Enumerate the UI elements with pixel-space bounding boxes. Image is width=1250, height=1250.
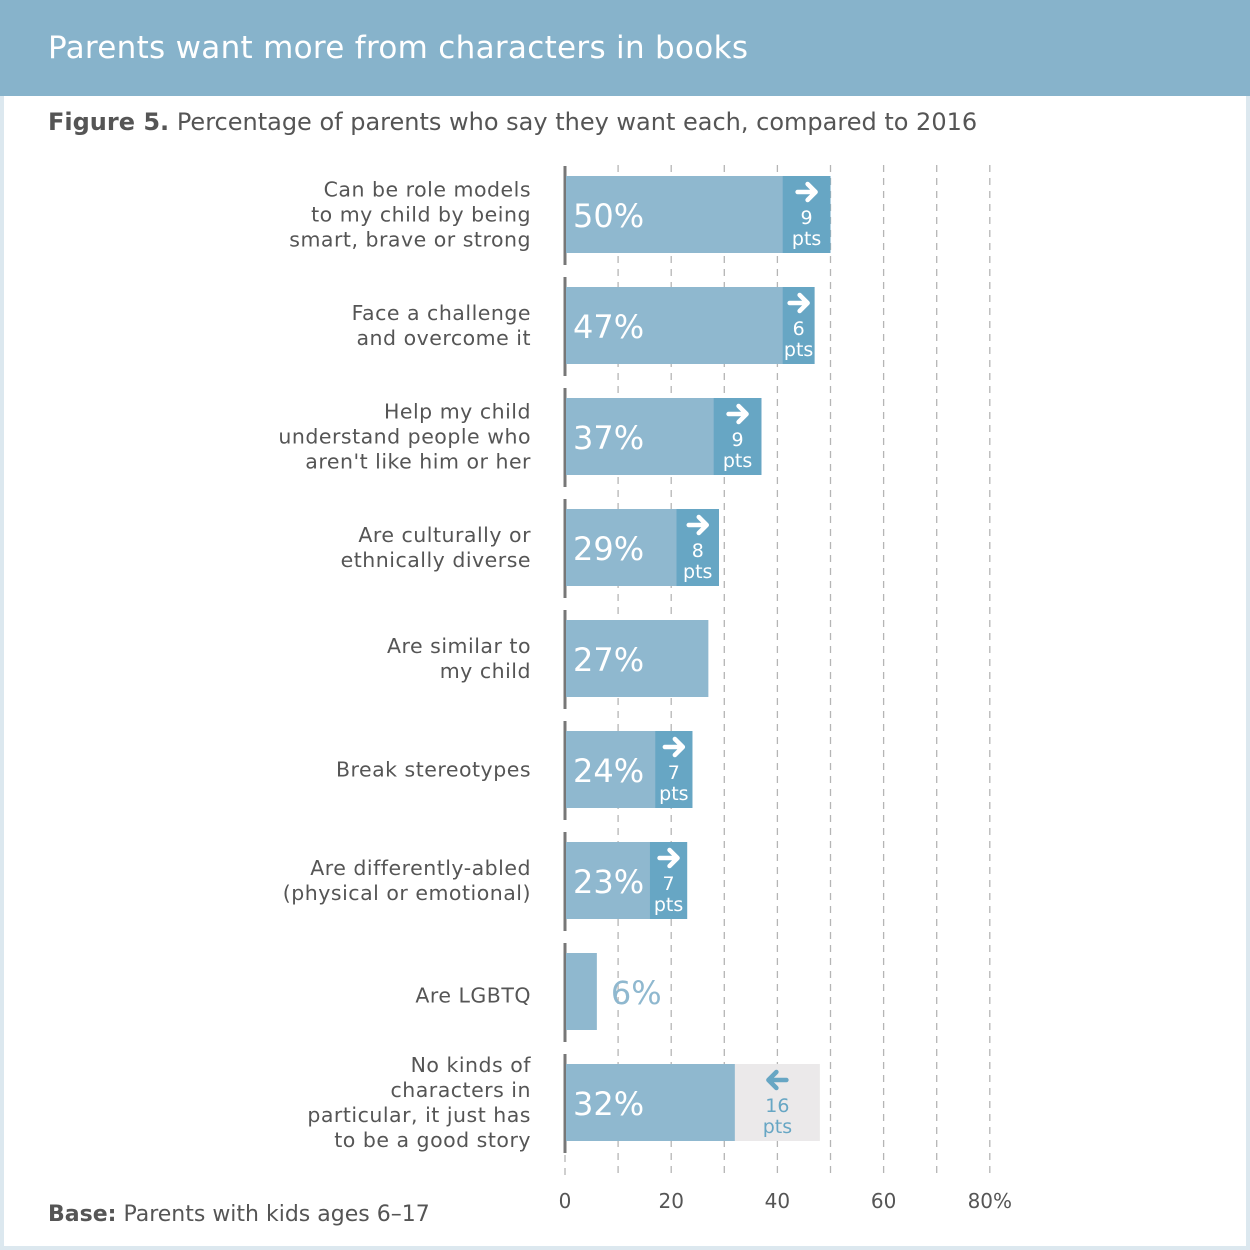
value-label: 37% [573,419,644,457]
change-segment [649,842,688,919]
category-label-line: Are LGBTQ [415,983,531,1007]
category-label-line: and overcome it [356,325,531,350]
value-label: 29% [573,530,644,568]
category-label-line: my child [439,658,531,683]
change-segment [734,1064,820,1141]
value-label: 24% [573,752,644,790]
value-label: 6% [611,974,662,1012]
category-label-line: Help my child [383,399,531,423]
change-unit: pts [723,450,752,472]
category-label-line: Break stereotypes [335,757,531,781]
category-label: Help my child understand people who aren't… [278,399,531,474]
category-label-line: No kinds of [410,1052,531,1077]
category-label-line: Are differently-abled [310,855,531,880]
arrow-right-icon [726,403,749,425]
bar [566,1064,735,1141]
arrow-right-icon [657,847,680,869]
category-label: Can be role models to my child by being sm… [289,177,531,252]
figure-caption: Percentage of parents who say they want … [176,108,978,136]
arrow-right-icon [787,292,810,314]
change-unit: pts [654,894,683,916]
value-label: 32% [573,1085,644,1123]
category-label-line: Are culturally or [358,522,531,547]
category-label-line: Are similar to [387,633,531,658]
change-unit: pts [792,228,821,250]
category-label: Are culturally or ethnically diverse [341,523,531,573]
category-label-line: smart, brave or strong [289,227,531,251]
category-label-line: Can be role models [323,177,531,201]
change-points: 6 [793,318,805,340]
base-label: Base: [48,1202,117,1227]
category-label: Are LGBTQ [415,983,531,1008]
change-segment [713,398,762,475]
value-label: 47% [573,308,644,346]
category-label-line: particular, it just has [307,1102,531,1127]
change-points: 16 [765,1095,789,1117]
change-unit: pts [763,1116,792,1138]
x-tick-label: 80% [968,1189,1012,1213]
category-label: Break stereotypes [336,757,531,782]
change-points: 7 [668,762,680,784]
category-label-line: to my child by being [311,202,531,226]
figure-subtitle: Figure 5. Percentage of parents who say … [48,108,977,136]
change-unit: pts [683,561,712,583]
change-segment [782,176,831,253]
change-segment [782,287,815,364]
base-text: Parents with kids ages 6–17 [123,1202,430,1227]
page-title: Parents want more from characters in boo… [48,30,749,66]
change-points: 9 [801,207,813,229]
arrow-right-icon [795,181,818,203]
change-points: 9 [732,429,744,451]
category-label-line: understand people who [278,424,531,448]
bar [566,953,597,1030]
arrow-left-icon [766,1069,789,1091]
change-unit: pts [784,339,813,361]
figure-number: Figure 5. [48,108,170,136]
category-label-line: ethnically diverse [340,547,531,572]
change-segment [655,731,693,808]
category-label-line: to be a good story [334,1127,531,1152]
header-banner: Parents want more from characters in boo… [0,0,1250,96]
category-label-line: (physical or emotional) [282,880,531,905]
category-label-line: characters in [390,1077,531,1102]
arrow-right-icon [662,736,686,758]
value-label: 27% [573,641,644,679]
category-label: Are similar to my child [387,634,531,684]
change-unit: pts [659,783,688,805]
category-label: Face a challenge and overcome it [352,301,531,351]
category-label: Are differently-abled (physical or emotio… [283,856,531,906]
arrow-right-icon [686,514,709,536]
value-label: 23% [573,863,644,901]
x-tick-label: 0 [559,1189,572,1213]
value-label: 50% [573,197,644,235]
change-segment [676,509,719,586]
bar [566,620,709,697]
x-tick-label: 20 [658,1189,683,1213]
category-label: No kinds of characters in particular, it j… [307,1053,531,1153]
x-tick-label: 40 [765,1189,790,1213]
change-points: 7 [662,873,674,895]
category-label-line: aren't like him or her [305,449,531,473]
base-note: Base: Parents with kids ages 6–17 [48,1202,430,1227]
bar [566,287,815,364]
x-tick-label: 60 [871,1189,896,1213]
category-label-line: Face a challenge [351,300,531,325]
change-points: 8 [692,540,704,562]
